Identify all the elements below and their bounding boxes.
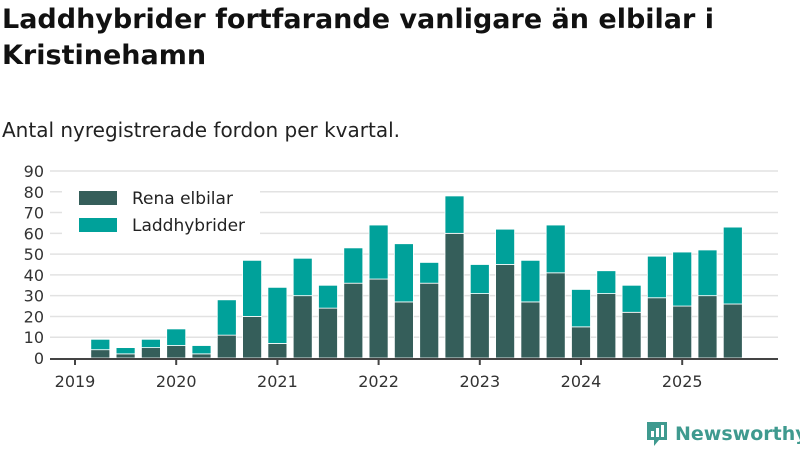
bar-rena-elbilar [393,301,414,359]
y-tick-label: 60 [24,224,44,243]
y-tick-label: 40 [24,266,44,285]
y-tick-label: 30 [24,287,44,306]
x-tick-label: 2020 [156,372,197,391]
bar-laddhybrider [166,328,187,346]
x-tick-label: 2025 [662,372,703,391]
bar-rena-elbilar [621,311,642,359]
bar-laddhybrider [267,286,288,344]
bar-laddhybrider [115,347,136,355]
bar-laddhybrider [444,195,465,234]
y-tick-label: 10 [24,328,44,347]
bar-laddhybrider [495,228,516,265]
y-tick-label: 20 [24,307,44,326]
newsworthy-logo-icon [647,422,667,446]
x-tick-label: 2021 [257,372,298,391]
y-tick-label: 70 [24,204,44,223]
bar-laddhybrider [393,243,414,303]
bar-rena-elbilar [697,295,718,359]
y-tick-label: 50 [24,245,44,264]
bar-laddhybrider [520,259,541,303]
bar-rena-elbilar [140,347,161,359]
bar-laddhybrider [216,299,237,336]
bar-laddhybrider [697,249,718,297]
x-tick-label: 2022 [358,372,399,391]
x-tick-label: 2024 [561,372,602,391]
bar-laddhybrider [571,289,591,328]
bar-laddhybrider [469,264,490,294]
bar-laddhybrider [596,270,617,294]
bar-rena-elbilar [672,305,693,359]
newsworthy-logo: Newsworthy [645,420,800,448]
legend-label: Laddhybrider [132,216,245,236]
bar-laddhybrider [722,226,743,305]
legend-swatch [79,191,117,205]
bar-rena-elbilar [242,316,263,359]
bar-rena-elbilar [343,282,364,359]
bar-laddhybrider [191,345,212,355]
bar-laddhybrider [140,338,161,349]
bar-rena-elbilar [90,349,111,359]
bar-laddhybrider [647,255,667,299]
bar-laddhybrider [545,224,566,274]
bar-rena-elbilar [368,278,389,359]
bar-rena-elbilar [545,272,566,359]
bar-rena-elbilar [520,301,541,359]
bar-rena-elbilar [495,264,516,359]
chart-subtitle: Antal nyregistrerade fordon per kvartal. [2,118,401,142]
bar-rena-elbilar [419,282,440,359]
x-tick-label: 2023 [459,372,500,391]
brand-name: Newsworthy [675,423,800,445]
bar-rena-elbilar [216,334,237,359]
bar-laddhybrider [292,257,313,297]
y-tick-label: 80 [24,183,44,202]
bar-rena-elbilar [722,303,743,359]
legend-swatch [79,218,117,232]
bar-rena-elbilar [267,343,288,359]
bar-laddhybrider [672,251,693,307]
bar-rena-elbilar [469,293,490,359]
y-tick-label: 0 [34,349,44,368]
bar-laddhybrider [621,284,642,313]
chart-title: Laddhybrider fortfarande vanligare än el… [2,4,714,71]
bar-rena-elbilar [292,295,313,359]
bar-laddhybrider [318,284,338,309]
bar-laddhybrider [419,262,440,284]
bar-rena-elbilar [571,326,591,359]
bar-laddhybrider [343,247,364,284]
x-tick-label: 2019 [55,372,96,391]
legend-label: Rena elbilar [132,189,233,209]
bar-rena-elbilar [647,297,667,359]
bar-laddhybrider [90,338,111,351]
bar-laddhybrider [242,259,263,317]
bar-rena-elbilar [115,353,136,359]
bar-rena-elbilar [444,232,465,359]
bar-laddhybrider [368,224,389,280]
y-tick-label: 90 [24,162,44,181]
bar-rena-elbilar [318,307,338,359]
bar-rena-elbilar [166,345,187,359]
bar-rena-elbilar [596,293,617,359]
bar-rena-elbilar [191,353,212,359]
